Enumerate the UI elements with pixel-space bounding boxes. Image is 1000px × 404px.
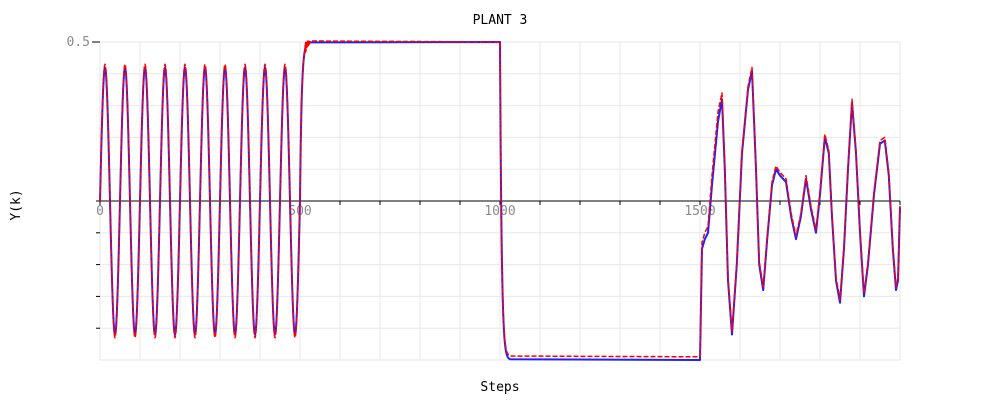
x-tick-label: 1000 [484, 204, 515, 219]
x-axis-title: Steps [480, 380, 519, 395]
y-axis-title: Y(k) [9, 189, 24, 220]
y-tick-label: 0.5 [67, 35, 90, 50]
labels: PLANT 3 Steps Y(k) [9, 13, 527, 395]
series-group [99, 39, 901, 361]
axes: 0.50 500 1000 1500 [67, 35, 901, 329]
x-tick-label: 1500 [684, 204, 715, 219]
x-tick-label: 0 [96, 204, 104, 219]
chart-title: PLANT 3 [473, 13, 528, 28]
series-line-2 [99, 39, 901, 358]
